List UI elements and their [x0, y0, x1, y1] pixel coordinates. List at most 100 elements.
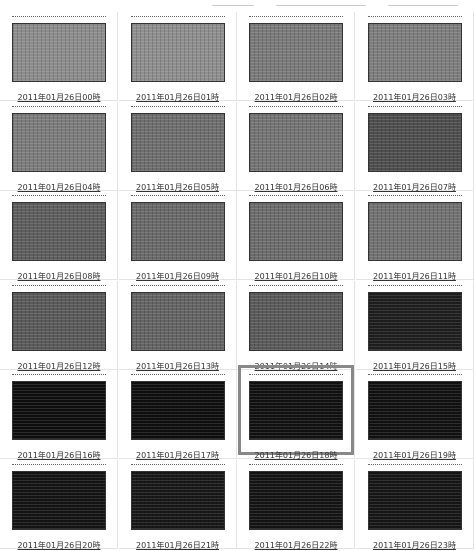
thumbnail-image[interactable] — [8, 372, 110, 448]
image-header — [368, 374, 462, 378]
thumbnail-image[interactable] — [127, 14, 229, 90]
thumbnail-image[interactable] — [245, 14, 347, 90]
image-header — [249, 195, 343, 199]
image-header — [368, 106, 462, 110]
image-header — [131, 374, 225, 378]
spectrogram — [12, 381, 106, 440]
spectrogram — [12, 113, 106, 172]
thumbnail-image[interactable] — [127, 193, 229, 269]
spectrogram — [368, 292, 462, 351]
image-header — [12, 16, 106, 20]
image-header — [249, 464, 343, 468]
thumbnail-cell: 2011年01月26日09時 — [119, 191, 237, 280]
thumbnail-cell: 2011年01月26日18時 — [237, 370, 355, 459]
image-header — [131, 106, 225, 110]
spectrogram — [131, 202, 225, 261]
thumbnail-image[interactable] — [245, 372, 347, 448]
thumbnail-image[interactable] — [364, 104, 466, 180]
thumbnail-image[interactable] — [8, 283, 110, 359]
image-header — [131, 285, 225, 289]
thumbnail-image[interactable] — [8, 193, 110, 269]
thumbnail-cell: 2011年01月26日23時 — [356, 460, 474, 549]
thumbnail-cell: 2011年01月26日19時 — [356, 370, 474, 459]
spectrogram — [249, 292, 343, 351]
image-header — [131, 16, 225, 20]
divider — [276, 5, 366, 6]
spectrogram — [368, 202, 462, 261]
thumbnail-cell: 2011年01月26日05時 — [119, 102, 237, 191]
spectrogram — [12, 292, 106, 351]
image-header — [249, 16, 343, 20]
image-header — [131, 464, 225, 468]
spectrogram — [12, 202, 106, 261]
image-header — [249, 285, 343, 289]
image-header — [368, 285, 462, 289]
image-header — [12, 464, 106, 468]
thumbnail-image[interactable] — [127, 283, 229, 359]
divider — [212, 5, 254, 6]
thumbnail-cell: 2011年01月26日02時 — [237, 12, 355, 101]
thumbnail-image[interactable] — [364, 372, 466, 448]
thumbnail-image[interactable] — [245, 462, 347, 538]
thumbnail-cell: 2011年01月26日10時 — [237, 191, 355, 280]
thumbnail-image[interactable] — [8, 104, 110, 180]
thumbnail-image[interactable] — [245, 193, 347, 269]
thumbnail-image[interactable] — [127, 104, 229, 180]
image-header — [12, 374, 106, 378]
spectrogram — [131, 113, 225, 172]
image-header — [131, 195, 225, 199]
thumbnail-cell: 2011年01月26日13時 — [119, 281, 237, 370]
thumbnail-image[interactable] — [364, 462, 466, 538]
thumbnail-image[interactable] — [245, 104, 347, 180]
thumbnail-cell: 2011年01月26日07時 — [356, 102, 474, 191]
image-header — [12, 106, 106, 110]
thumbnail-cell: 2011年01月26日08時 — [0, 191, 118, 280]
spectrogram — [249, 202, 343, 261]
thumbnail-cell: 2011年01月26日21時 — [119, 460, 237, 549]
thumbnail-cell: 2011年01月26日16時 — [0, 370, 118, 459]
image-header — [249, 374, 343, 378]
spectrogram — [131, 471, 225, 530]
spectrogram — [131, 381, 225, 440]
thumbnail-cell: 2011年01月26日11時 — [356, 191, 474, 280]
thumbnail-image[interactable] — [245, 283, 347, 359]
image-header — [12, 285, 106, 289]
thumbnail-cell: 2011年01月26日12時 — [0, 281, 118, 370]
spectrogram — [368, 113, 462, 172]
thumbnail-image[interactable] — [364, 283, 466, 359]
spectrogram — [131, 23, 225, 82]
thumbnail-cell: 2011年01月26日20時 — [0, 460, 118, 549]
spectrogram — [368, 471, 462, 530]
spectrogram — [249, 113, 343, 172]
spectrogram — [12, 471, 106, 530]
thumbnail-image[interactable] — [364, 14, 466, 90]
spectrogram — [368, 23, 462, 82]
spectrogram — [249, 381, 343, 440]
thumbnail-image[interactable] — [8, 14, 110, 90]
thumbnail-image[interactable] — [127, 462, 229, 538]
spectrogram — [249, 23, 343, 82]
thumbnail-cell: 2011年01月26日15時 — [356, 281, 474, 370]
image-header — [249, 106, 343, 110]
thumbnail-image[interactable] — [127, 372, 229, 448]
thumbnail-cell: 2011年01月26日06時 — [237, 102, 355, 191]
thumbnail-image[interactable] — [364, 193, 466, 269]
thumbnail-grid: 2011年01月26日00時2011年01月26日01時2011年01月26日0… — [0, 0, 475, 549]
spectrogram — [249, 471, 343, 530]
image-header — [12, 195, 106, 199]
image-header — [368, 464, 462, 468]
thumbnail-cell: 2011年01月26日14時 — [237, 281, 355, 370]
thumbnail-image[interactable] — [8, 462, 110, 538]
spectrogram — [131, 292, 225, 351]
thumbnail-cell: 2011年01月26日03時 — [356, 12, 474, 101]
thumbnail-cell: 2011年01月26日00時 — [0, 12, 118, 101]
thumbnail-cell: 2011年01月26日17時 — [119, 370, 237, 459]
thumbnail-cell: 2011年01月26日01時 — [119, 12, 237, 101]
spectrogram — [12, 23, 106, 82]
divider — [388, 5, 458, 6]
thumbnail-cell: 2011年01月26日04時 — [0, 102, 118, 191]
thumbnail-cell: 2011年01月26日22時 — [237, 460, 355, 549]
spectrogram — [368, 381, 462, 440]
image-header — [368, 16, 462, 20]
image-header — [368, 195, 462, 199]
